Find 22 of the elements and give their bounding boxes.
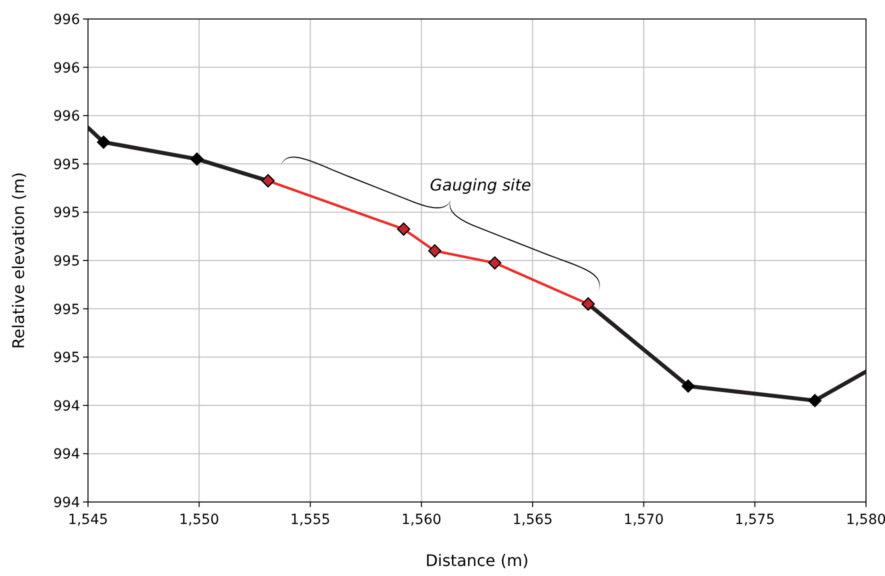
y-tick-label: 994 <box>53 495 80 511</box>
y-tick-label: 995 <box>53 302 80 318</box>
x-tick-label: 1,575 <box>734 512 775 528</box>
y-tick-label: 994 <box>53 446 80 463</box>
x-tick-label: 1,545 <box>68 512 108 528</box>
y-tick-label: 995 <box>53 254 80 270</box>
annotation: Gauging site <box>430 175 532 194</box>
y-tick-label: 995 <box>53 156 80 173</box>
y-tick-label: 995 <box>53 205 80 222</box>
y-tick-label: 996 <box>53 108 80 125</box>
y-tick-label: 996 <box>53 60 80 76</box>
y-axis-title: Relative elevation (m) <box>9 172 28 349</box>
x-tick-label: 1,560 <box>401 512 442 528</box>
x-tick-label: 1,550 <box>179 512 220 528</box>
x-tick-label: 1,580 <box>846 512 885 528</box>
y-tick-label: 996 <box>53 12 80 28</box>
x-tick-label: 1,570 <box>624 512 664 528</box>
x-tick-label: 1,555 <box>290 512 330 528</box>
y-tick-label: 994 <box>53 398 80 414</box>
y-tick-label: 995 <box>53 350 80 366</box>
x-tick-label: 1,565 <box>512 512 553 528</box>
x-axis-title: Distance (m) <box>425 551 529 570</box>
